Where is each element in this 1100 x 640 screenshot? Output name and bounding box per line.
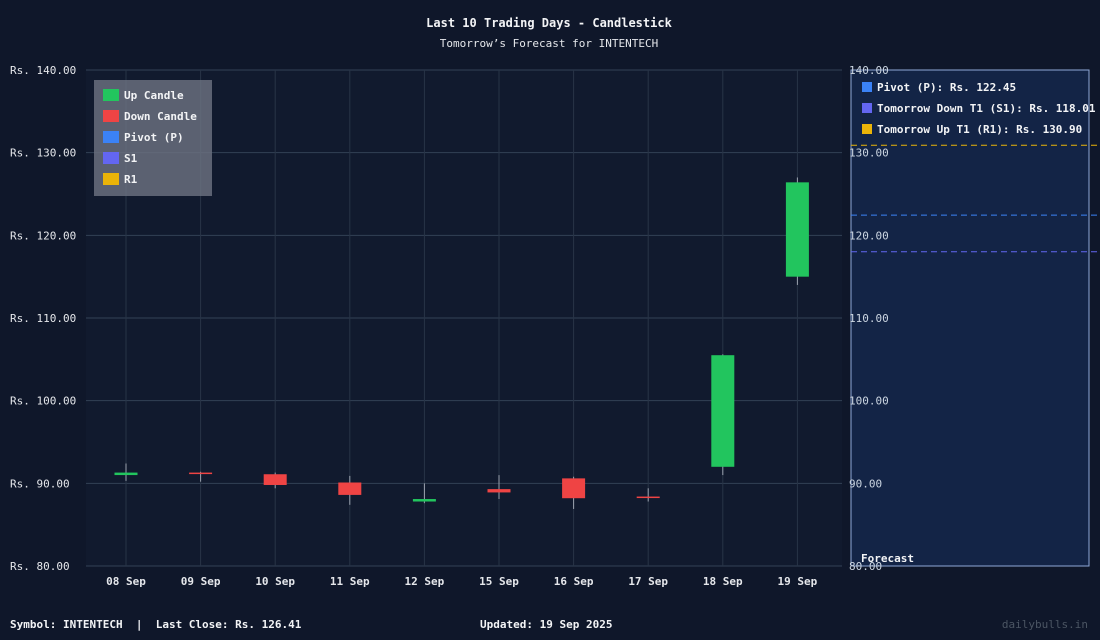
chart-title: Last 10 Trading Days - Candlestick (426, 16, 672, 30)
y-tick-label: Rs. 140.00 (10, 64, 76, 77)
forecast-legend-label: Tomorrow Down T1 (S1): Rs. 118.01 (877, 102, 1096, 115)
legend-label: R1 (124, 173, 138, 186)
forecast-legend-label: Tomorrow Up T1 (R1): Rs. 130.90 (877, 123, 1082, 136)
x-tick-label: 11 Sep (330, 575, 370, 588)
candle-down (636, 496, 660, 499)
x-tick-label: 17 Sep (628, 575, 668, 588)
x-tick-label: 09 Sep (181, 575, 221, 588)
right-y-tick-label: 110.00 (849, 312, 889, 325)
legend-label: S1 (124, 152, 138, 165)
y-tick-label: Rs. 100.00 (10, 395, 76, 408)
legend-label: Up Candle (124, 89, 184, 102)
forecast-label: Forecast (861, 552, 914, 565)
candle-down (487, 489, 511, 493)
forecast-legend-swatch (862, 82, 872, 92)
chart-subtitle: Tomorrow’s Forecast for INTENTECH (440, 37, 659, 50)
y-tick-label: Rs. 120.00 (10, 229, 76, 242)
legend-swatch (103, 110, 119, 122)
forecast-legend-label: Pivot (P): Rs. 122.45 (877, 81, 1016, 94)
forecast-legend-swatch (862, 103, 872, 113)
x-tick-label: 19 Sep (778, 575, 818, 588)
right-y-tick-label: 140.00 (849, 64, 889, 77)
candle-down (263, 474, 287, 485)
forecast-legend-swatch (862, 124, 872, 134)
candle-up (412, 499, 436, 502)
candle-up (785, 182, 809, 277)
legend: Up Candle Down Candle Pivot (P) S1 R1 (94, 80, 212, 196)
x-tick-label: 16 Sep (554, 575, 594, 588)
candle-up (711, 355, 735, 467)
forecast-panel: 80.00 90.00 100.00 110.00 120.00 130.00 140.00… (849, 64, 1097, 573)
forecast-background (850, 69, 1090, 567)
legend-label: Pivot (P) (124, 131, 184, 144)
candle-down (562, 478, 586, 499)
footer-symbol-close: Symbol: INTENTECH | Last Close: Rs. 126.… (10, 618, 302, 631)
right-y-tick-label: 130.00 (849, 147, 889, 160)
x-tick-label: 08 Sep (106, 575, 146, 588)
x-tick-label: 15 Sep (479, 575, 519, 588)
footer-updated: Updated: 19 Sep 2025 (480, 618, 613, 631)
x-tick-label: 10 Sep (255, 575, 295, 588)
right-y-tick-label: 80.00 (849, 560, 882, 573)
y-tick-label: Rs. 110.00 (10, 312, 76, 325)
legend-swatch (103, 173, 119, 185)
y-tick-label: Rs. 90.00 (10, 477, 70, 490)
y-tick-label: Rs. 80.00 (10, 560, 70, 573)
x-tick-label: 18 Sep (703, 575, 743, 588)
candle-down (189, 472, 213, 475)
candle-down (338, 482, 362, 495)
x-tick-label: 12 Sep (405, 575, 445, 588)
legend-swatch (103, 89, 119, 101)
candle-up (114, 472, 138, 476)
legend-label: Down Candle (124, 110, 197, 123)
y-tick-label: Rs. 130.00 (10, 147, 76, 160)
legend-swatch (103, 152, 119, 164)
legend-swatch (103, 131, 119, 143)
right-y-tick-label: 90.00 (849, 477, 882, 490)
footer-brand: dailybulls.in (1001, 618, 1088, 631)
right-y-tick-label: 120.00 (849, 229, 889, 242)
right-y-tick-label: 100.00 (849, 395, 889, 408)
